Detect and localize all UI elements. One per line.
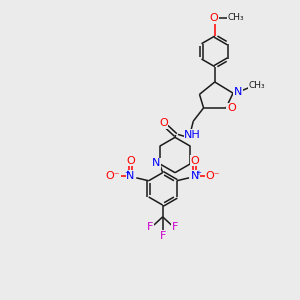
Text: O: O [126,156,135,166]
Text: O: O [227,103,236,113]
Text: O: O [159,118,168,128]
Text: N: N [234,87,242,97]
Text: N: N [191,171,199,181]
Text: O: O [209,13,218,23]
Text: O: O [190,156,199,166]
Text: NH: NH [184,130,201,140]
Text: F: F [160,231,166,241]
Text: N: N [126,171,135,181]
Text: O⁻: O⁻ [205,171,220,181]
Text: CH₃: CH₃ [228,13,244,22]
Text: +: + [195,169,201,175]
Text: O⁻: O⁻ [105,171,120,181]
Text: +: + [124,169,130,175]
Text: CH₃: CH₃ [248,81,265,90]
Text: F: F [147,222,154,233]
Text: N: N [152,158,160,168]
Text: F: F [172,222,178,233]
